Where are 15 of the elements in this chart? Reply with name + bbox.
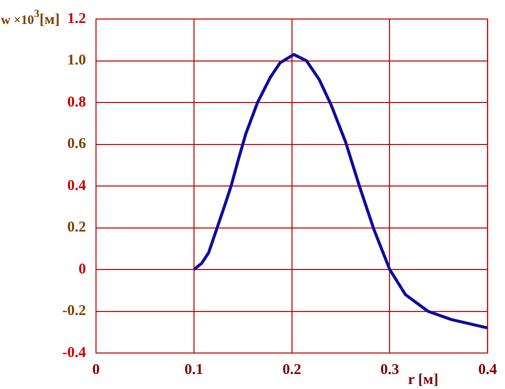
x-tick-label: 0.3	[380, 362, 400, 378]
y-tick-label: 0.2	[67, 220, 86, 236]
y-tick-label: 0.4	[67, 178, 86, 194]
x-tick-label: 0	[92, 362, 100, 378]
y-tick-label: 1.0	[67, 52, 86, 69]
y-tick-label: 0	[78, 261, 86, 278]
y-tick-label: 1.2	[67, 10, 86, 27]
y-tick-label: -0.2	[62, 303, 86, 320]
y-tick-label: 0.8	[67, 94, 86, 110]
x-axis-title: r [м]	[408, 372, 438, 388]
x-tick-label: 0.2	[282, 362, 302, 378]
y-tick-label: 0.6	[67, 136, 86, 152]
x-tick-label: 0.4	[478, 362, 498, 378]
x-tick-label: 0.1	[184, 362, 204, 378]
y-tick-label: -0.4	[62, 344, 86, 361]
